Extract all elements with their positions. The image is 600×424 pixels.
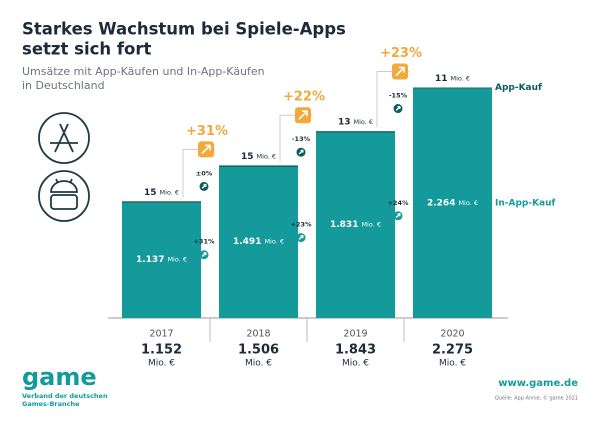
segment-growth: -13%	[292, 135, 311, 143]
org-name: Verband der deutschen	[22, 392, 108, 400]
subtitle: in Deutschland	[22, 79, 105, 92]
growth-arrow	[298, 149, 304, 155]
x-tick-label: 2017	[149, 329, 173, 340]
total-label: 2.275	[432, 343, 473, 358]
segment-growth: +31%	[193, 238, 214, 246]
unit-label: Mio. €	[353, 118, 373, 126]
title: setzt sich fort	[22, 40, 152, 59]
growth-arrow	[201, 252, 207, 258]
value-label: 1.491	[233, 237, 261, 247]
bar-segment	[316, 132, 395, 318]
growth-arrow	[395, 213, 401, 219]
unit-label: Mio. €	[439, 359, 466, 369]
unit-label: Mio. €	[245, 359, 272, 369]
android-icon	[38, 170, 90, 222]
segment-growth: +24%	[387, 199, 408, 207]
value-label: 2.264	[427, 198, 455, 208]
value-label: 15	[241, 152, 254, 162]
x-tick-label: 2020	[440, 329, 464, 340]
bar-segment	[219, 166, 298, 318]
total-growth: +22%	[283, 90, 325, 105]
value-label: 15	[144, 188, 157, 198]
unit-label: Mio. €	[159, 188, 179, 196]
value-label: 1.831	[330, 220, 358, 230]
subtitle: Umsätze mit App-Käufen und In-App-Käufen	[22, 65, 265, 78]
growth-arrow	[201, 183, 207, 189]
total-growth: +23%	[380, 46, 422, 61]
unit-label: Mio. €	[342, 359, 369, 369]
value-label: 13	[338, 118, 351, 128]
bar-segment	[413, 88, 492, 318]
growth-arrow	[298, 235, 304, 240]
legend-label: In-App-Kauf	[495, 198, 556, 208]
unit-label: Mio. €	[450, 75, 470, 83]
unit-label: Mio. €	[361, 221, 381, 229]
bar-segment	[219, 165, 298, 167]
growth-arrow	[395, 106, 401, 111]
total-label: 1.152	[141, 343, 182, 358]
unit-label: Mio. €	[148, 359, 175, 369]
bar-segment	[122, 201, 201, 203]
bar-segment	[316, 131, 395, 133]
x-tick-label: 2018	[246, 329, 270, 340]
legend-label: App-Kauf	[495, 83, 542, 93]
url: www.game.de	[498, 378, 578, 389]
org-name: Games-Branche	[22, 400, 80, 408]
unit-label: Mio. €	[256, 152, 276, 160]
source: Quelle: App Annie, © game 2021	[495, 395, 578, 402]
unit-label: Mio. €	[167, 256, 187, 264]
logo: game	[22, 363, 97, 391]
app-store-icon	[38, 112, 90, 164]
bar-segment	[413, 87, 492, 89]
segment-growth: +23%	[290, 221, 311, 229]
total-label: 1.506	[238, 343, 279, 358]
unit-label: Mio. €	[264, 238, 284, 246]
growth-arrow	[298, 110, 308, 120]
value-label: 11	[435, 74, 448, 84]
title: Starkes Wachstum bei Spiele-Apps	[22, 20, 346, 39]
total-growth: +31%	[186, 124, 228, 139]
segment-growth: ±0%	[196, 169, 213, 177]
x-tick-label: 2019	[343, 329, 367, 340]
growth-arrow	[395, 66, 405, 77]
value-label: 1.137	[136, 255, 164, 265]
growth-arrow	[201, 144, 211, 155]
total-label: 1.843	[335, 343, 376, 358]
segment-growth: -15%	[389, 92, 408, 100]
unit-label: Mio. €	[458, 199, 478, 207]
bar-segment	[122, 202, 201, 318]
